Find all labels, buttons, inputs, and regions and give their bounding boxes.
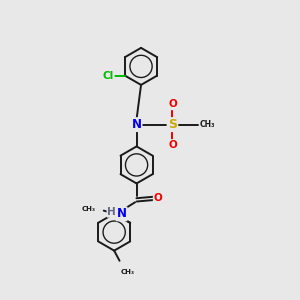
Text: H: H (107, 207, 116, 217)
Text: S: S (168, 118, 177, 131)
Text: O: O (168, 99, 177, 109)
Text: CH₃: CH₃ (81, 206, 95, 212)
Text: CH₃: CH₃ (121, 268, 135, 274)
Text: O: O (168, 140, 177, 150)
Text: CH₃: CH₃ (200, 120, 215, 129)
Text: Cl: Cl (102, 70, 114, 81)
Text: N: N (117, 207, 127, 220)
Text: N: N (132, 118, 142, 131)
Text: O: O (154, 194, 162, 203)
